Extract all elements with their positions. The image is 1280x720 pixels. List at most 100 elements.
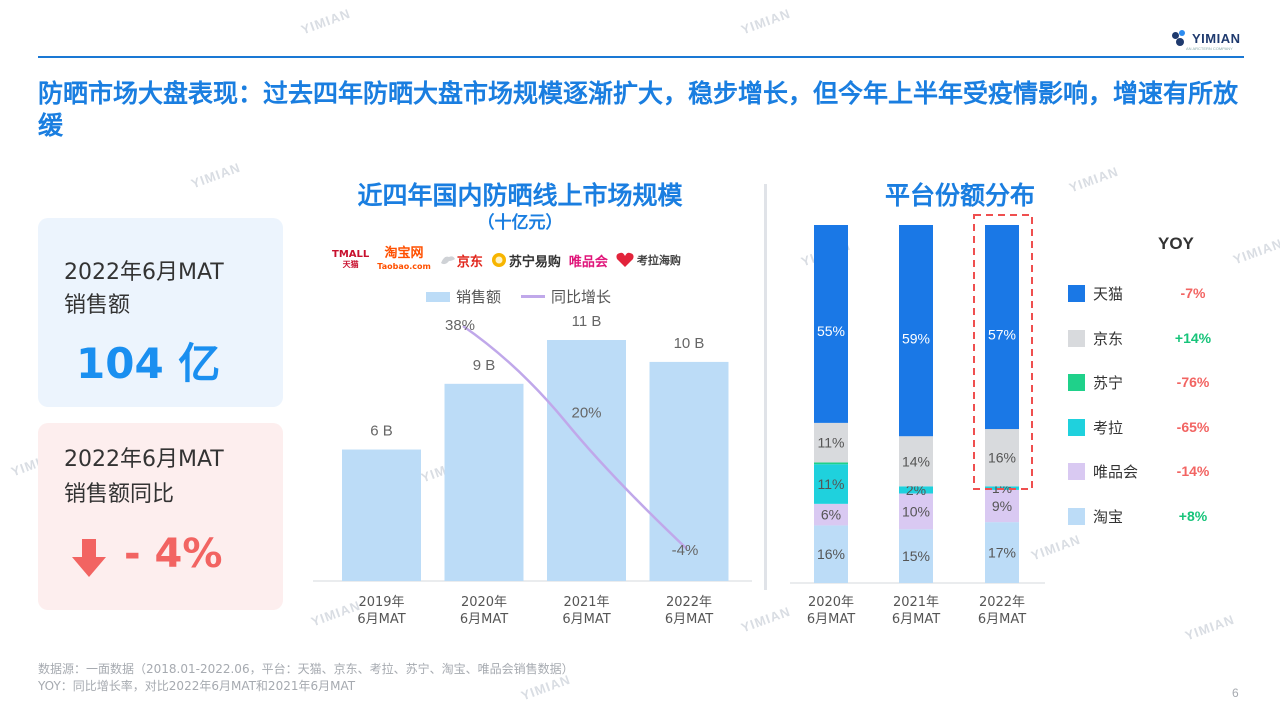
yoy-header: YOY [1158, 234, 1194, 253]
header-rule [38, 56, 1244, 58]
share-segment [814, 503, 848, 526]
kpi-yoy-label-2: 销售额同比 [64, 482, 175, 507]
sales-bar [649, 361, 729, 581]
legend-label-growth: 同比增长 [551, 288, 612, 306]
share-legend-label: 京东 [1093, 329, 1124, 348]
share-segment [814, 462, 848, 465]
share-legend-item: 淘宝 +8% [1068, 506, 1248, 526]
suning-lion-icon [491, 253, 506, 267]
share-legend-label: 苏宁 [1093, 373, 1124, 392]
share-segment [814, 225, 848, 423]
share-legend-yoy: -76% [1176, 374, 1210, 390]
sales-bar-label: 11 B [572, 313, 602, 330]
taobao-logo: 淘宝网 Taobao.com [377, 247, 431, 273]
page-title: 防晒市场大盘表现：过去四年防晒大盘市场规模逐渐扩大，稳步增长，但今年上半年受疫情… [38, 79, 1239, 140]
growth-point-label: -4% [672, 542, 699, 559]
kpi-sales-label-1: 2022年6月MAT [64, 260, 224, 285]
share-legend-swatch [1068, 462, 1085, 480]
share-segment-label: 11% [818, 435, 845, 451]
highlight-box [973, 214, 1033, 490]
share-legend-yoy: +8% [1178, 508, 1208, 524]
share-legend-yoy: +14% [1174, 330, 1212, 346]
legend-swatch-sales [426, 291, 450, 302]
share-segment-label: 55% [817, 323, 845, 339]
tmall-logo-top: TMALL [332, 249, 370, 260]
share-segment [985, 429, 1019, 487]
vip-logo-text: 唯品会 [568, 254, 608, 270]
yimian-logo: YIMIAN [1172, 30, 1241, 46]
share-segment [899, 436, 933, 487]
share-segment-label: 14% [902, 453, 930, 469]
taobao-logo-bottom: Taobao.com [377, 262, 431, 271]
share-segment [814, 422, 848, 463]
market-x-tick: 2021年 6月MAT [562, 595, 610, 627]
jd-logo: 京东 [439, 251, 483, 270]
share-legend-label: 淘宝 [1093, 507, 1124, 526]
kaola-logo-text: 考拉海购 [636, 254, 681, 267]
kpi-sales-label-2: 销售额 [64, 293, 131, 318]
suning-logo-text: 苏宁易购 [508, 254, 561, 270]
share-segment [985, 225, 1019, 430]
market-chart-subtitle: （十亿元） [477, 213, 563, 233]
tmall-logo: TMALL 天猫 [332, 250, 369, 270]
share-segment [899, 493, 933, 530]
share-segment-label: 15% [902, 548, 930, 564]
share-segment [899, 225, 933, 437]
kpi-yoy-label-1: 2022年6月MAT [64, 447, 224, 472]
share-segment [985, 522, 1019, 583]
down-arrow-icon [72, 539, 106, 577]
growth-line [462, 324, 688, 550]
share-segment-label: 57% [988, 326, 1016, 342]
market-chart-legend: 销售额 同比增长 [426, 286, 611, 307]
share-legend-item: 唯品会 -14% [1068, 461, 1248, 481]
market-x-tick: 2019年 6月MAT [357, 595, 405, 627]
growth-point-label: 20% [571, 405, 601, 422]
data-source-note: 数据源：一面数据（2018.01-2022.06，平台：天猫、京东、考拉、苏宁、… [38, 662, 574, 676]
page-number: 6 [1232, 686, 1239, 700]
market-x-tick: 2022年 6月MAT [665, 595, 713, 627]
share-chart-title: 平台份额分布 [884, 181, 1035, 210]
share-segment-label: 16% [817, 546, 845, 562]
legend-label-sales: 销售额 [456, 288, 502, 306]
sales-bar [342, 449, 421, 581]
sales-bar [547, 340, 626, 581]
jd-dog-icon [440, 256, 455, 265]
jd-logo-text: 京东 [456, 254, 483, 270]
share-segment-label: 59% [902, 330, 930, 346]
share-segment-label: 17% [988, 545, 1016, 561]
share-segment [899, 486, 933, 494]
kpi-yoy-value: - 4% [124, 531, 223, 577]
kpi-yoy-card: 2022年6月MAT 销售额同比 - 4% [38, 423, 283, 610]
kaola-heart-icon [616, 252, 634, 267]
platform-logos: TMALL 天猫 淘宝网 Taobao.com 京东 苏宁易购 唯品会 考拉海购 [332, 246, 681, 274]
taobao-logo-top: 淘宝网 [384, 246, 424, 261]
suning-logo: 苏宁易购 [491, 251, 561, 270]
share-segment-label: 11% [818, 476, 845, 492]
yoy-definition-note: YOY：同比增长率，对比2022年6月MAT和2021年6月MAT [38, 679, 356, 693]
kpi-sales-card: 2022年6月MAT 销售额 104 亿 [38, 218, 283, 407]
share-x-tick: 2021年 6月MAT [892, 595, 940, 627]
sales-bar-label: 6 B [370, 423, 393, 440]
chart-divider [764, 184, 767, 590]
growth-point-label: 38% [445, 317, 475, 334]
share-legend-label: 考拉 [1093, 418, 1124, 437]
share-legend-swatch [1068, 373, 1085, 391]
logo-mark-icon [1172, 30, 1188, 46]
sales-bar [444, 383, 524, 581]
share-legend-item: 考拉 -65% [1068, 417, 1248, 437]
share-segment [899, 529, 933, 583]
share-legend-item: 京东 +14% [1068, 328, 1248, 348]
share-legend-swatch [1068, 284, 1085, 302]
share-legend-item: 天猫 -7% [1068, 283, 1248, 303]
market-chart-title: 近四年国内防晒线上市场规模 [357, 181, 683, 210]
share-segment-label: 6% [821, 507, 841, 523]
share-legend-swatch [1068, 418, 1085, 436]
sales-bar-label: 9 B [473, 357, 496, 374]
legend-swatch-growth [521, 295, 546, 298]
logo-text: YIMIAN [1192, 30, 1241, 46]
share-x-tick: 2022年 6月MAT [978, 595, 1026, 627]
share-legend-label: 唯品会 [1093, 462, 1139, 481]
share-legend-yoy: -7% [1180, 285, 1206, 301]
logo-subtitle: AN ARCTERN COMPANY [1186, 46, 1233, 51]
